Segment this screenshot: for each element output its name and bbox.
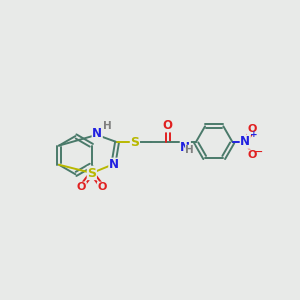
Text: S: S (130, 136, 140, 149)
Text: H: H (103, 122, 111, 131)
Text: O: O (248, 150, 257, 160)
Text: N: N (240, 135, 250, 148)
Text: H: H (185, 145, 194, 155)
Text: O: O (163, 119, 173, 132)
Text: O: O (98, 182, 107, 192)
Text: +: + (250, 130, 257, 139)
Text: S: S (87, 167, 96, 179)
Text: N: N (109, 158, 119, 171)
Text: N: N (180, 141, 190, 154)
Text: N: N (92, 128, 102, 140)
Text: −: − (252, 146, 263, 159)
Text: O: O (248, 124, 257, 134)
Text: O: O (77, 182, 86, 192)
